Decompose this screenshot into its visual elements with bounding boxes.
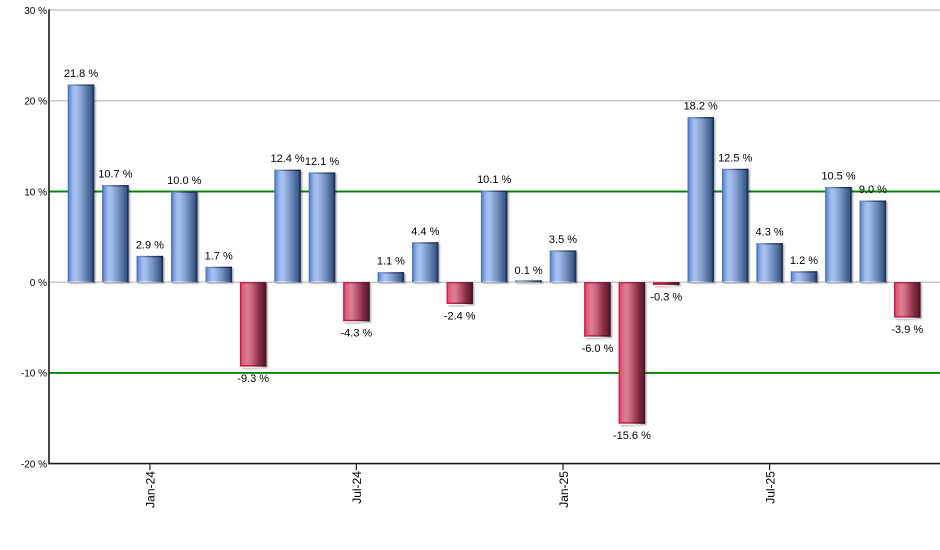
svg-text:10.0 %: 10.0 % (167, 175, 201, 187)
svg-text:-10 %: -10 % (21, 369, 47, 380)
svg-text:3.5 %: 3.5 % (549, 234, 577, 246)
svg-text:0.1 %: 0.1 % (515, 265, 543, 277)
svg-text:-6.0 %: -6.0 % (582, 343, 614, 355)
svg-text:Jan-24: Jan-24 (144, 471, 158, 508)
svg-text:Jan-25: Jan-25 (557, 471, 571, 508)
svg-text:1.1 %: 1.1 % (377, 256, 405, 268)
svg-text:12.4 %: 12.4 % (270, 153, 304, 165)
svg-text:10.5 %: 10.5 % (821, 171, 855, 183)
svg-text:20 %: 20 % (24, 97, 47, 108)
svg-text:-0.3 %: -0.3 % (650, 291, 682, 303)
svg-text:Jul-25: Jul-25 (763, 471, 777, 504)
svg-text:1.2 %: 1.2 % (790, 255, 818, 267)
svg-text:-15.6 %: -15.6 % (613, 430, 651, 442)
svg-text:0 %: 0 % (30, 278, 47, 289)
svg-text:2.9 %: 2.9 % (136, 239, 164, 251)
svg-text:4.4 %: 4.4 % (411, 226, 439, 238)
svg-text:21.8 %: 21.8 % (64, 68, 98, 80)
svg-text:10 %: 10 % (24, 187, 47, 198)
svg-text:Jul-24: Jul-24 (350, 471, 364, 504)
svg-text:9.0 %: 9.0 % (859, 184, 887, 196)
svg-text:30 %: 30 % (24, 6, 47, 17)
svg-text:18.2 %: 18.2 % (684, 101, 718, 113)
svg-text:1.7 %: 1.7 % (205, 250, 233, 262)
svg-text:10.1 %: 10.1 % (477, 174, 511, 186)
svg-text:12.5 %: 12.5 % (718, 152, 752, 164)
svg-text:-2.4 %: -2.4 % (444, 311, 476, 323)
svg-text:4.3 %: 4.3 % (756, 227, 784, 239)
svg-text:10.7 %: 10.7 % (98, 169, 132, 181)
svg-text:-4.3 %: -4.3 % (341, 328, 373, 340)
svg-text:12.1 %: 12.1 % (305, 156, 339, 168)
svg-text:-3.9 %: -3.9 % (891, 324, 923, 336)
svg-text:-20 %: -20 % (21, 459, 47, 470)
svg-text:-9.3 %: -9.3 % (237, 373, 269, 385)
